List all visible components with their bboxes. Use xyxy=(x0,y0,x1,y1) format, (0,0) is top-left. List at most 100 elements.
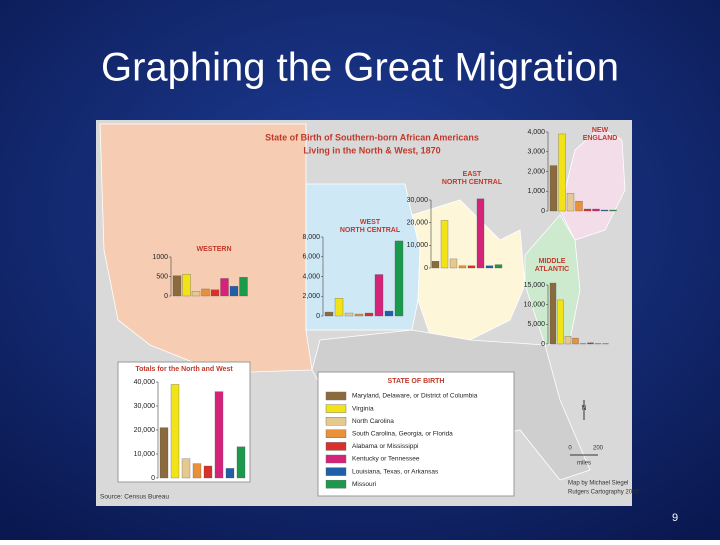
region-title: Totals for the North and West xyxy=(135,366,233,373)
bar xyxy=(573,338,579,344)
bar xyxy=(226,468,234,478)
bar xyxy=(395,241,403,316)
region-title: EAST xyxy=(463,171,482,178)
bar xyxy=(567,193,574,211)
map-title: State of Birth of Southern-born African … xyxy=(265,132,479,142)
bar xyxy=(211,290,219,296)
credit: Map by Michael Siegel xyxy=(568,481,628,487)
y-tick-label: 10,000 xyxy=(524,302,546,309)
legend-label: North Carolina xyxy=(352,418,394,425)
bar xyxy=(441,220,448,268)
region-title: MIDDLE xyxy=(539,258,566,265)
bar xyxy=(459,266,466,268)
bar xyxy=(450,259,457,268)
bar xyxy=(495,265,502,268)
y-tick-label: 4,000 xyxy=(527,129,545,136)
y-tick-label: 3,000 xyxy=(527,149,545,156)
bar xyxy=(576,201,583,211)
bar xyxy=(171,384,179,478)
bar xyxy=(193,464,201,478)
bar xyxy=(355,314,363,316)
bar xyxy=(486,266,493,268)
region-title: WESTERN xyxy=(197,246,232,253)
y-tick-label: 30,000 xyxy=(407,197,429,204)
bar xyxy=(202,289,210,296)
bar xyxy=(385,311,393,316)
bar xyxy=(221,278,229,296)
bar xyxy=(477,199,484,268)
region-title: NORTH CENTRAL xyxy=(442,179,503,186)
y-tick-label: 10,000 xyxy=(134,451,156,458)
y-tick-label: 0 xyxy=(541,208,545,215)
y-tick-label: 1000 xyxy=(152,254,168,261)
legend-swatch xyxy=(326,430,346,438)
legend-swatch xyxy=(326,392,346,400)
y-tick-label: 6,000 xyxy=(302,254,320,261)
bar xyxy=(182,459,190,478)
y-tick-label: 20,000 xyxy=(407,220,429,227)
map-subtitle: Living in the North & West, 1870 xyxy=(303,145,440,155)
bar xyxy=(365,313,373,316)
north-label: N xyxy=(581,405,586,412)
y-tick-label: 0 xyxy=(541,341,545,348)
legend-swatch xyxy=(326,417,346,425)
legend-label: Alabama or Mississippi xyxy=(352,443,418,450)
bar xyxy=(237,447,245,478)
region-title: ENGLAND xyxy=(583,135,618,142)
region-title: NORTH CENTRAL xyxy=(340,227,401,234)
page-number: 9 xyxy=(672,512,678,524)
bar xyxy=(230,286,238,296)
y-tick-label: 20,000 xyxy=(134,427,156,434)
bar xyxy=(192,291,200,296)
y-tick-label: 15,000 xyxy=(524,282,546,289)
y-tick-label: 0 xyxy=(424,265,428,272)
y-tick-label: 1,000 xyxy=(527,188,545,195)
scale-unit: miles xyxy=(577,461,591,467)
legend-swatch xyxy=(326,442,346,450)
y-tick-label: 0 xyxy=(316,313,320,320)
legend-swatch xyxy=(326,455,346,463)
y-tick-label: 2,000 xyxy=(527,168,545,175)
bar xyxy=(584,209,591,211)
bar xyxy=(183,274,191,296)
legend-swatch xyxy=(326,405,346,413)
slide-title: Graphing the Great Migration xyxy=(101,46,619,90)
source: Source: Census Bureau xyxy=(100,494,169,501)
bar xyxy=(588,343,594,344)
bar xyxy=(468,266,475,268)
y-tick-label: 4,000 xyxy=(302,273,320,280)
y-tick-label: 30,000 xyxy=(134,403,156,410)
credit: Rutgers Cartography 2005 xyxy=(568,490,639,496)
bar xyxy=(550,283,556,344)
y-tick-label: 10,000 xyxy=(407,242,429,249)
y-tick-label: 2,000 xyxy=(302,293,320,300)
bar xyxy=(432,261,439,268)
y-tick-label: 500 xyxy=(156,273,168,280)
y-tick-label: 0 xyxy=(151,475,155,482)
legend-label: South Carolina, Georgia, or Florida xyxy=(352,431,453,438)
legend-label: Kentucky or Tennessee xyxy=(352,456,420,463)
bar xyxy=(375,275,383,316)
scale-label: 200 xyxy=(593,446,604,452)
bar xyxy=(335,298,343,316)
bar xyxy=(215,392,223,478)
y-tick-label: 0 xyxy=(164,293,168,300)
y-tick-label: 40,000 xyxy=(134,379,156,386)
bar xyxy=(240,277,248,296)
bar xyxy=(601,210,608,211)
bar xyxy=(593,209,600,211)
legend-label: Virginia xyxy=(352,405,374,412)
bar xyxy=(550,166,557,211)
bar xyxy=(160,428,168,478)
legend-label: Maryland, Delaware, or District of Colum… xyxy=(352,393,478,400)
region-title: ATLANTIC xyxy=(535,266,569,273)
legend-label: Louisiana, Texas, or Arkansas xyxy=(352,468,439,475)
legend-swatch xyxy=(326,468,346,476)
bar xyxy=(558,300,564,344)
bar xyxy=(325,312,333,316)
bar xyxy=(565,336,571,344)
bar xyxy=(173,276,181,296)
y-tick-label: 8,000 xyxy=(302,234,320,241)
y-tick-label: 5,000 xyxy=(527,321,545,328)
